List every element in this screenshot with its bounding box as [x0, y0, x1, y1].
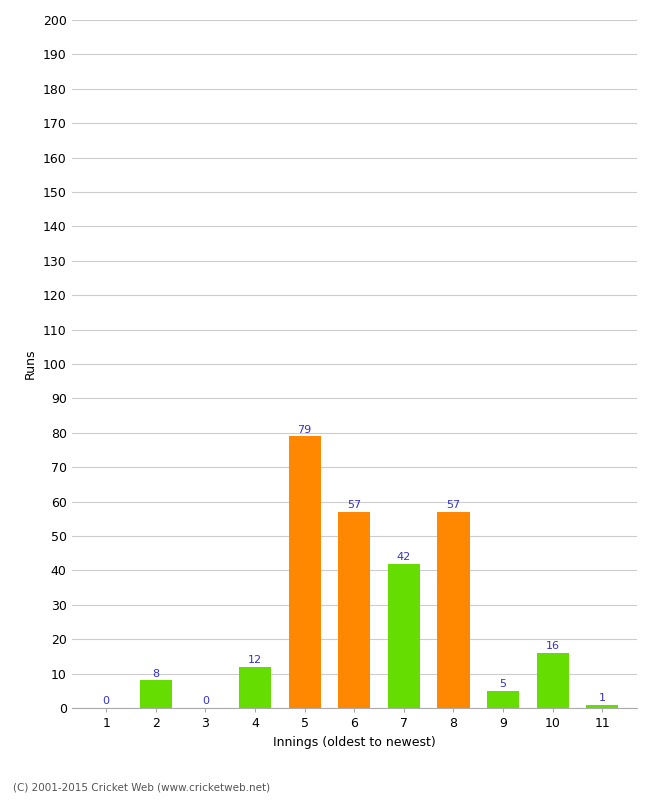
Text: 1: 1 — [599, 693, 606, 703]
Bar — [338, 512, 370, 708]
Bar — [487, 690, 519, 708]
Text: 57: 57 — [347, 500, 361, 510]
Text: 5: 5 — [500, 679, 506, 689]
Bar — [140, 681, 172, 708]
Text: 16: 16 — [545, 642, 560, 651]
Bar — [586, 705, 618, 708]
X-axis label: Innings (oldest to newest): Innings (oldest to newest) — [273, 735, 436, 749]
Bar — [536, 653, 569, 708]
Text: 42: 42 — [396, 552, 411, 562]
Y-axis label: Runs: Runs — [24, 349, 37, 379]
Text: 0: 0 — [202, 696, 209, 706]
Bar — [239, 666, 271, 708]
Bar — [388, 563, 420, 708]
Text: 57: 57 — [447, 500, 460, 510]
Text: 8: 8 — [152, 669, 159, 678]
Text: 0: 0 — [103, 696, 110, 706]
Text: 79: 79 — [298, 425, 312, 434]
Text: 12: 12 — [248, 655, 262, 665]
Bar — [289, 436, 320, 708]
Bar — [437, 512, 469, 708]
Text: (C) 2001-2015 Cricket Web (www.cricketweb.net): (C) 2001-2015 Cricket Web (www.cricketwe… — [13, 782, 270, 792]
